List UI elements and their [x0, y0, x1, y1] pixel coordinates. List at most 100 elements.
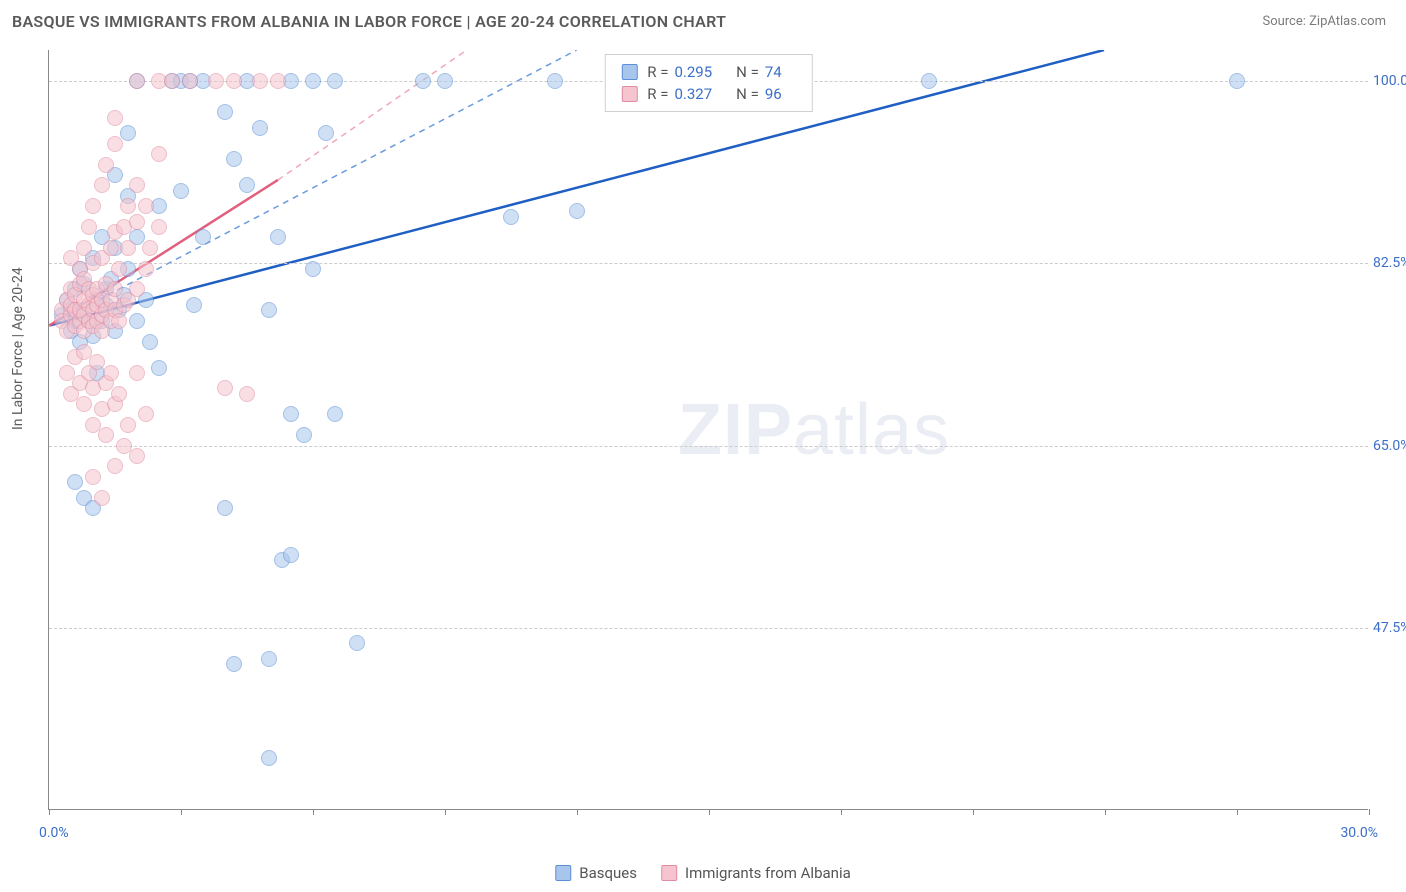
data-point — [318, 125, 334, 141]
n-value-basques: 74 — [765, 63, 782, 81]
x-tick — [445, 809, 446, 815]
y-tick-label: 47.5% — [1373, 620, 1406, 636]
data-point — [327, 73, 343, 89]
data-point — [120, 198, 136, 214]
data-point — [415, 73, 431, 89]
data-point — [103, 240, 119, 256]
data-point — [182, 73, 198, 89]
n-value-albania: 96 — [765, 85, 782, 103]
data-point — [195, 229, 211, 245]
data-point — [63, 250, 79, 266]
data-point — [111, 386, 127, 402]
legend-item-albania: Immigrants from Albania — [661, 864, 851, 882]
data-point — [107, 110, 123, 126]
data-point — [349, 635, 365, 651]
x-tick — [577, 809, 578, 815]
data-point — [239, 386, 255, 402]
data-point — [111, 313, 127, 329]
data-point — [94, 177, 110, 193]
data-point — [270, 73, 286, 89]
data-point — [129, 365, 145, 381]
data-point — [261, 750, 277, 766]
data-point — [98, 157, 114, 173]
data-point — [142, 240, 158, 256]
watermark: ZIPatlas — [678, 389, 950, 471]
swatch-blue-icon — [621, 64, 637, 80]
legend-item-basques: Basques — [555, 864, 637, 882]
correlation-legend: R = 0.295 N = 74 R = 0.327 N = 96 — [604, 54, 812, 112]
data-point — [107, 136, 123, 152]
x-tick — [1237, 809, 1238, 815]
data-point — [76, 240, 92, 256]
data-point — [226, 656, 242, 672]
data-point — [129, 281, 145, 297]
data-point — [151, 219, 167, 235]
r-label: R = — [647, 63, 668, 81]
x-axis-min-label: 0.0% — [39, 825, 69, 841]
x-tick — [709, 809, 710, 815]
data-point — [921, 73, 937, 89]
legend-row-albania: R = 0.327 N = 96 — [621, 83, 795, 105]
trend-lines — [49, 50, 1368, 809]
data-point — [81, 219, 97, 235]
r-value-basques: 0.295 — [674, 63, 712, 81]
data-point — [164, 73, 180, 89]
data-point — [1229, 73, 1245, 89]
data-point — [173, 183, 189, 199]
x-tick — [1369, 809, 1370, 815]
x-tick — [49, 809, 50, 815]
data-point — [138, 198, 154, 214]
x-tick — [181, 809, 182, 815]
n-label: N = — [736, 63, 759, 81]
data-point — [270, 229, 286, 245]
y-tick-label: 82.5% — [1373, 255, 1406, 271]
r-value-albania: 0.327 — [674, 85, 712, 103]
data-point — [226, 73, 242, 89]
data-point — [186, 297, 202, 313]
data-point — [138, 406, 154, 422]
data-point — [129, 73, 145, 89]
chart-title: BASQUE VS IMMIGRANTS FROM ALBANIA IN LAB… — [12, 12, 726, 31]
data-point — [217, 500, 233, 516]
data-point — [239, 177, 255, 193]
data-point — [142, 334, 158, 350]
data-point — [283, 406, 299, 422]
data-point — [103, 365, 119, 381]
data-point — [94, 490, 110, 506]
data-point — [217, 380, 233, 396]
data-point — [120, 417, 136, 433]
chart-header: BASQUE VS IMMIGRANTS FROM ALBANIA IN LAB… — [0, 0, 1406, 39]
chart-plot-area: ZIPatlas R = 0.295 N = 74 R = 0.327 N = … — [48, 50, 1368, 810]
data-point — [437, 73, 453, 89]
data-point — [252, 120, 268, 136]
data-point — [261, 302, 277, 318]
data-point — [129, 448, 145, 464]
data-point — [547, 73, 563, 89]
legend-row-basques: R = 0.295 N = 74 — [621, 61, 795, 83]
r-label: R = — [647, 85, 668, 103]
data-point — [85, 198, 101, 214]
swatch-blue-icon — [555, 865, 571, 881]
x-tick — [313, 809, 314, 815]
y-axis-title: In Labor Force | Age 20-24 — [10, 267, 26, 430]
y-tick-label: 65.0% — [1373, 438, 1406, 454]
gridline — [49, 628, 1368, 629]
legend-label: Basques — [579, 864, 637, 882]
data-point — [305, 261, 321, 277]
data-point — [129, 177, 145, 193]
data-point — [296, 427, 312, 443]
data-point — [107, 458, 123, 474]
data-point — [226, 151, 242, 167]
data-point — [252, 73, 268, 89]
data-point — [138, 261, 154, 277]
data-point — [98, 427, 114, 443]
x-tick — [1105, 809, 1106, 815]
data-point — [283, 547, 299, 563]
x-tick — [973, 809, 974, 815]
data-point — [67, 474, 83, 490]
y-tick-label: 100.0% — [1373, 73, 1406, 89]
data-point — [569, 203, 585, 219]
legend-label: Immigrants from Albania — [685, 864, 851, 882]
data-point — [261, 651, 277, 667]
data-point — [151, 360, 167, 376]
